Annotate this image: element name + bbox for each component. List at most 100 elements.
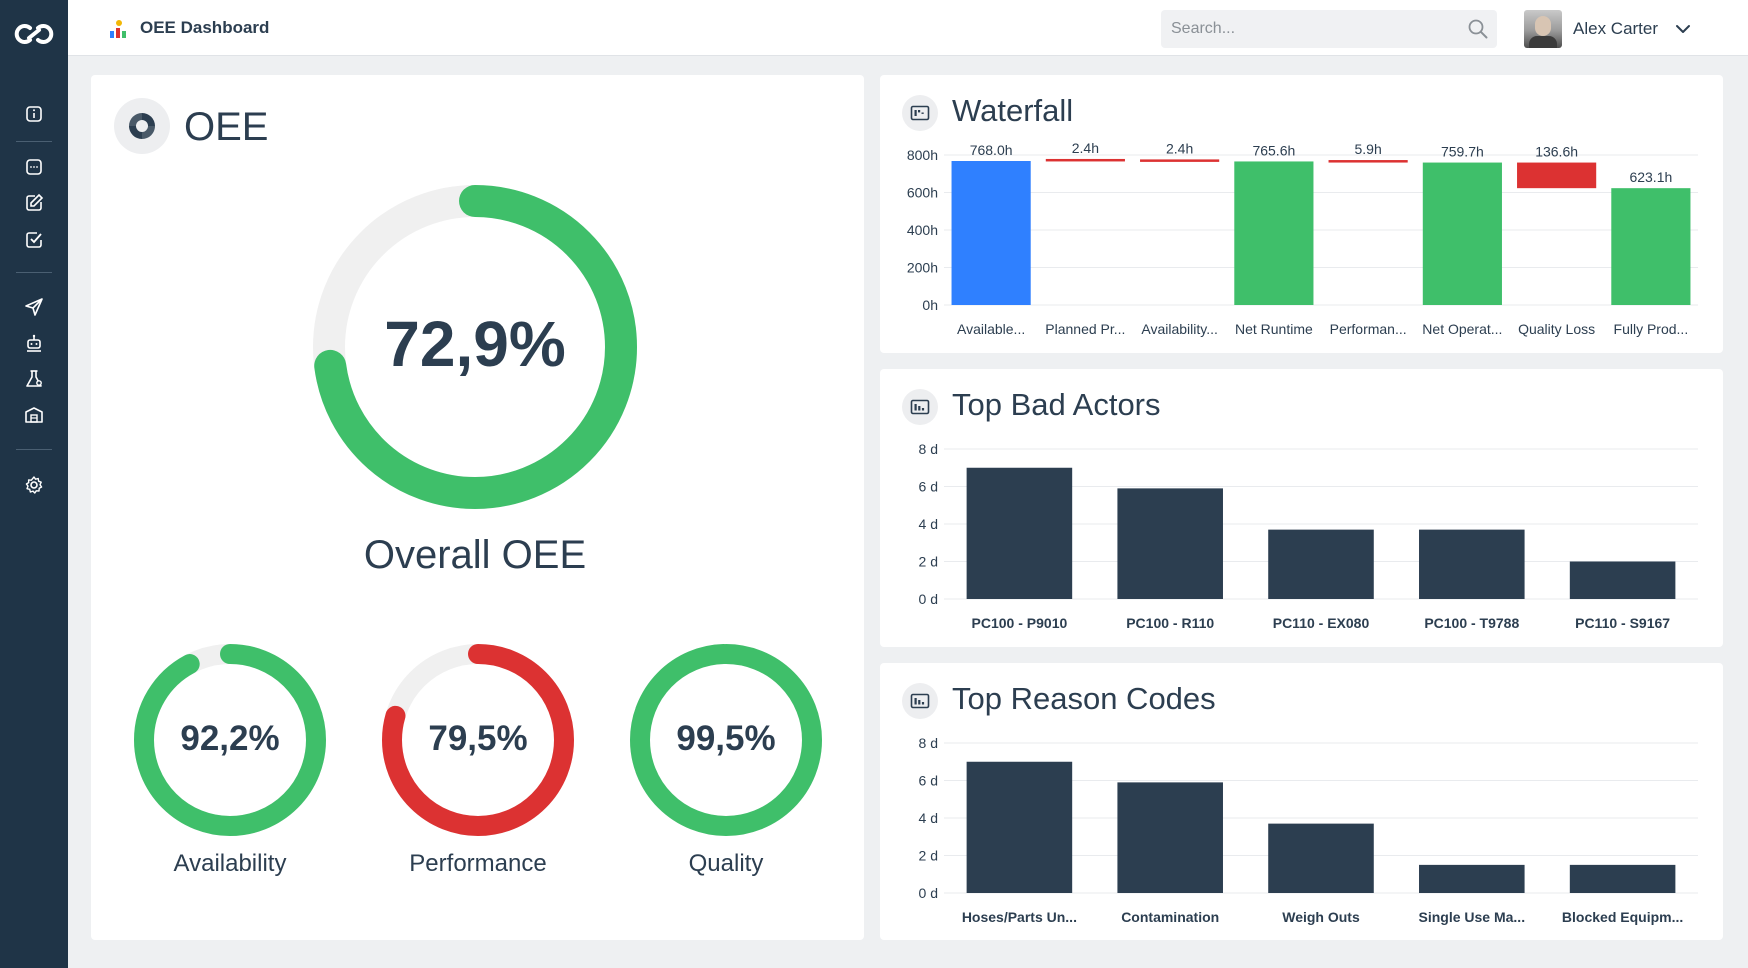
data-label: 136.6h [1535, 144, 1578, 160]
waterfall-title: Waterfall [952, 93, 1074, 128]
data-label: 2.4h [1166, 140, 1193, 156]
top-reason-codes-title: Top Reason Codes [952, 681, 1216, 716]
x-tick-label: Availability... [1141, 321, 1218, 337]
oee-title: OEE [184, 105, 269, 149]
settings-gear-icon[interactable] [22, 473, 46, 497]
y-tick-label: 600h [907, 185, 938, 201]
top-bad-actors-badge [902, 389, 938, 425]
bar [1117, 782, 1223, 893]
send-icon[interactable] [22, 295, 46, 319]
y-tick-label: 6 d [919, 479, 938, 495]
quality-label: Quality [688, 850, 764, 877]
x-tick-label: PC100 - T9788 [1424, 615, 1519, 631]
overall-oee-ring [313, 185, 637, 509]
availability-gauge: 92,2% Availability [133, 643, 327, 877]
data-label: 623.1h [1629, 169, 1672, 185]
bar [1268, 823, 1374, 893]
overall-oee-arc [313, 185, 637, 509]
app-dashboard-icon [110, 20, 126, 38]
avatar-body [1529, 36, 1557, 48]
bar [1117, 488, 1223, 599]
task-check-icon[interactable] [22, 228, 46, 252]
brand-logo-icon[interactable] [14, 20, 54, 48]
bar [951, 161, 1031, 305]
avatar-face [1535, 16, 1551, 36]
x-tick-label: Blocked Equipm... [1562, 909, 1683, 925]
oee-cycle-icon [129, 113, 155, 139]
x-tick-label: Performan... [1330, 321, 1407, 337]
availability-label: Availability [173, 850, 287, 877]
search-icon[interactable] [1467, 18, 1489, 40]
lab-flask-icon[interactable] [22, 367, 46, 391]
bar [1328, 160, 1408, 163]
waterfall-card: Waterfall 0h 200h 400h 600h 800h 768.0h Availa… [880, 75, 1723, 353]
bar [1140, 159, 1220, 162]
data-label: 765.6h [1252, 142, 1295, 158]
top-reason-codes-badge [902, 683, 938, 719]
y-tick-label: 200h [907, 260, 938, 276]
y-tick-label: 2 d [919, 554, 938, 570]
y-tick-label: 6 d [919, 773, 938, 789]
data-label: 5.9h [1355, 141, 1382, 157]
y-tick-label: 8 d [919, 441, 938, 457]
app-title: OEE Dashboard [140, 18, 270, 37]
quality-value: 99,5% [676, 719, 776, 758]
warehouse-icon[interactable] [22, 403, 46, 427]
y-tick-label: 0 d [919, 885, 938, 901]
availability-arc [134, 644, 326, 836]
y-tick-label: 2 d [919, 848, 938, 864]
x-tick-label: PC110 - S9167 [1575, 615, 1670, 631]
bar [1234, 161, 1314, 305]
x-tick-label: Weigh Outs [1282, 909, 1360, 925]
waterfall-chart: 0h 200h 400h 600h 800h 768.0h Available... 2.4h… [907, 140, 1698, 337]
waterfall-badge [902, 95, 938, 131]
performance-value: 79,5% [428, 719, 528, 758]
quality-gauge: 99,5% Quality [629, 643, 823, 877]
bar [1045, 158, 1125, 162]
y-tick-label: 0h [922, 297, 938, 313]
chat-icon[interactable] [22, 155, 46, 179]
availability-value: 92,2% [180, 719, 280, 758]
avatar[interactable] [1524, 10, 1562, 48]
performance-gauge: 79,5% Performance [381, 643, 575, 877]
oee-card: OEE 72,9% Overall OEE 92,2% Availability… [91, 75, 864, 940]
bar [1517, 162, 1597, 189]
x-tick-label: PC100 - P9010 [972, 615, 1068, 631]
y-tick-label: 400h [907, 222, 938, 238]
sidebar-divider [16, 272, 52, 273]
performance-ring [382, 644, 574, 836]
quality-arc [630, 644, 822, 836]
edit-icon[interactable] [22, 191, 46, 215]
y-tick-label: 0 d [919, 591, 938, 607]
bar [966, 761, 1073, 893]
x-tick-label: Net Runtime [1235, 321, 1313, 337]
bar [1569, 561, 1676, 599]
user-name[interactable]: Alex Carter [1573, 19, 1659, 38]
x-tick-label: Hoses/Parts Un... [962, 909, 1077, 925]
data-label: 759.7h [1441, 144, 1484, 160]
performance-arc [382, 644, 574, 836]
chevron-down-icon[interactable] [1674, 20, 1692, 38]
sidebar-divider [16, 449, 52, 450]
overall-oee-label: Overall OEE [363, 533, 587, 577]
y-tick-label: 4 d [919, 810, 938, 826]
sidebar-divider [16, 141, 52, 142]
y-tick-label: 8 d [919, 735, 938, 751]
top-reason-codes-chart: 0 d 2 d 4 d 6 d 8 d Hoses/Parts Un... Contamin… [919, 735, 1698, 925]
oee-badge [114, 98, 170, 154]
y-tick-label: 4 d [919, 516, 938, 532]
x-tick-label: Single Use Ma... [1419, 909, 1526, 925]
x-tick-label: PC110 - EX080 [1273, 615, 1370, 631]
sidebar [0, 0, 68, 968]
x-tick-label: Net Operat... [1422, 321, 1502, 337]
search-input[interactable] [1161, 10, 1451, 48]
top-header: OEE Dashboard Alex Carter [68, 0, 1748, 56]
y-tick-label: 800h [907, 147, 938, 163]
bar [1419, 864, 1525, 893]
info-icon[interactable] [22, 102, 46, 126]
robot-icon[interactable] [22, 331, 46, 355]
x-tick-label: PC100 - R110 [1126, 615, 1214, 631]
bar [1422, 162, 1502, 305]
top-bad-actors-chart: 0 d 2 d 4 d 6 d 8 d PC100 - P9010 PC100 - R110… [919, 441, 1698, 631]
waterfall-chart-icon [910, 105, 930, 121]
